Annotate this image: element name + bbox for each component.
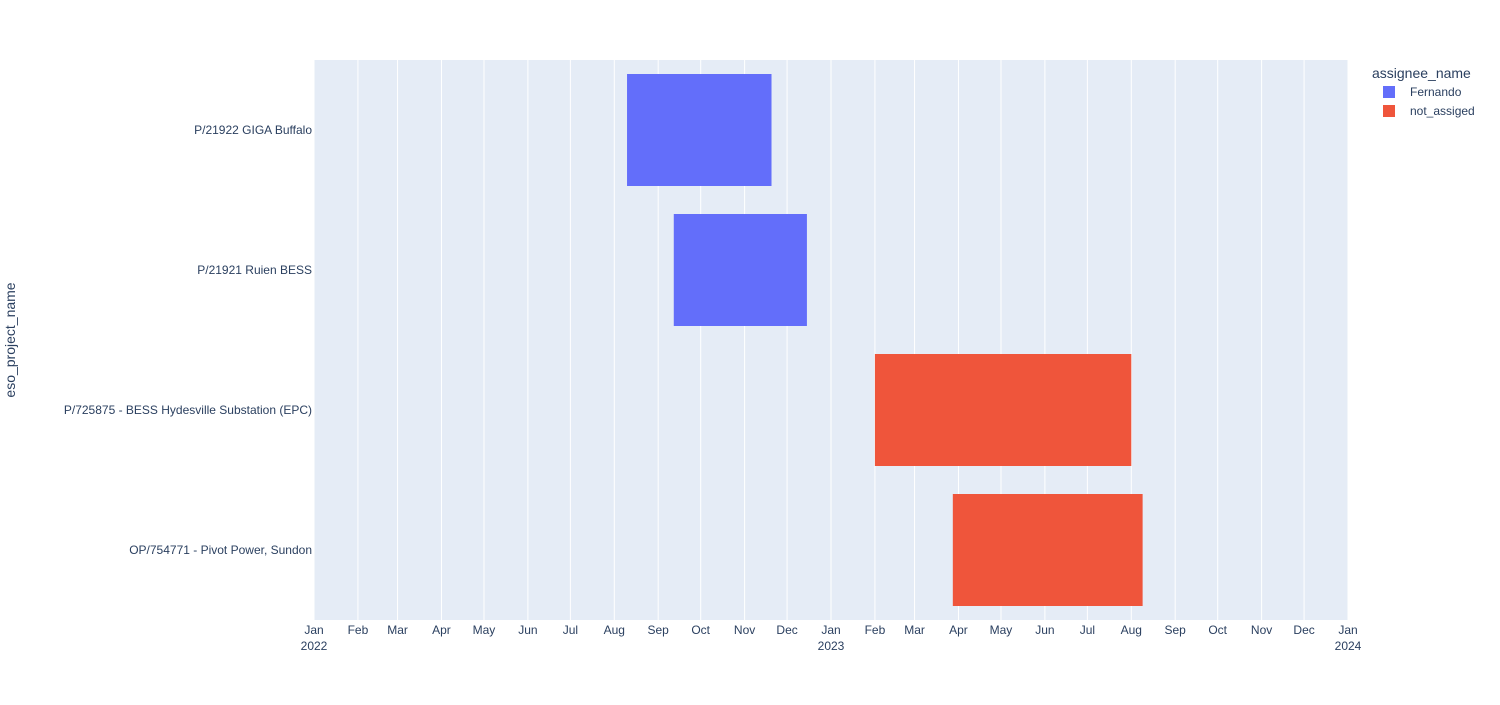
legend-title: assignee_name: [1372, 65, 1471, 81]
y-tick-label: P/21921 Ruien BESS: [197, 263, 312, 277]
legend-item[interactable]: Fernando: [1383, 85, 1462, 99]
x-tick-label: Jul: [1080, 623, 1095, 637]
x-tick-year-label: 2023: [818, 639, 845, 653]
x-tick-label: Jun: [518, 623, 537, 637]
x-tick-label: Feb: [348, 623, 369, 637]
task-bar[interactable]: [673, 214, 807, 326]
legend-label: Fernando: [1410, 85, 1462, 99]
task-bars: [627, 74, 1143, 606]
legend-items[interactable]: Fernando not_assiged: [1383, 85, 1475, 118]
x-tick-label: Aug: [1121, 623, 1142, 637]
x-tick-label: Feb: [865, 623, 886, 637]
task-bar[interactable]: [874, 354, 1132, 466]
x-tick-label: May: [990, 623, 1013, 637]
y-tick-label: OP/754771 - Pivot Power, Sundon: [129, 543, 312, 557]
y-axis-title: eso_project_name: [2, 282, 18, 397]
x-tick-label: Sep: [648, 623, 670, 637]
x-tick-label: Mar: [387, 623, 408, 637]
x-tick-label: Oct: [1208, 623, 1227, 637]
x-tick-label: Apr: [432, 623, 451, 637]
x-tick-label: Aug: [604, 623, 625, 637]
legend-swatch: [1383, 86, 1395, 98]
legend-swatch: [1383, 105, 1395, 117]
x-tick-label: Jan: [304, 623, 323, 637]
y-axis-ticks: P/21922 GIGA Buffalo P/21921 Ruien BESS P/…: [64, 123, 312, 557]
x-tick-label: Nov: [1251, 623, 1272, 637]
x-tick-label: Sep: [1165, 623, 1187, 637]
y-tick-label: P/725875 - BESS Hydesville Substation (E…: [64, 403, 312, 417]
legend[interactable]: assignee_name Fernando not_assiged: [1372, 65, 1475, 118]
x-axis-ticks: Jan 2022 Feb Mar Apr May Jun Jul Aug Sep Oct Nov Dec…: [301, 623, 1362, 653]
x-tick-label: Dec: [1293, 623, 1314, 637]
x-tick-year-label: 2022: [301, 639, 328, 653]
x-tick-label: May: [473, 623, 496, 637]
x-tick-label: Dec: [776, 623, 797, 637]
x-tick-label: Jan: [1338, 623, 1357, 637]
x-tick-label: Nov: [734, 623, 755, 637]
x-tick-label: Jun: [1035, 623, 1054, 637]
x-tick-label: Oct: [691, 623, 710, 637]
legend-item[interactable]: not_assiged: [1383, 104, 1475, 118]
x-tick-label: Apr: [949, 623, 968, 637]
x-tick-year-label: 2024: [1335, 639, 1362, 653]
y-tick-label: P/21922 GIGA Buffalo: [194, 123, 312, 137]
task-bar[interactable]: [627, 74, 772, 186]
legend-label: not_assiged: [1410, 104, 1475, 118]
x-tick-label: Jul: [563, 623, 578, 637]
x-tick-label: Jan: [821, 623, 840, 637]
x-tick-label: Mar: [904, 623, 925, 637]
task-bar[interactable]: [952, 494, 1143, 606]
